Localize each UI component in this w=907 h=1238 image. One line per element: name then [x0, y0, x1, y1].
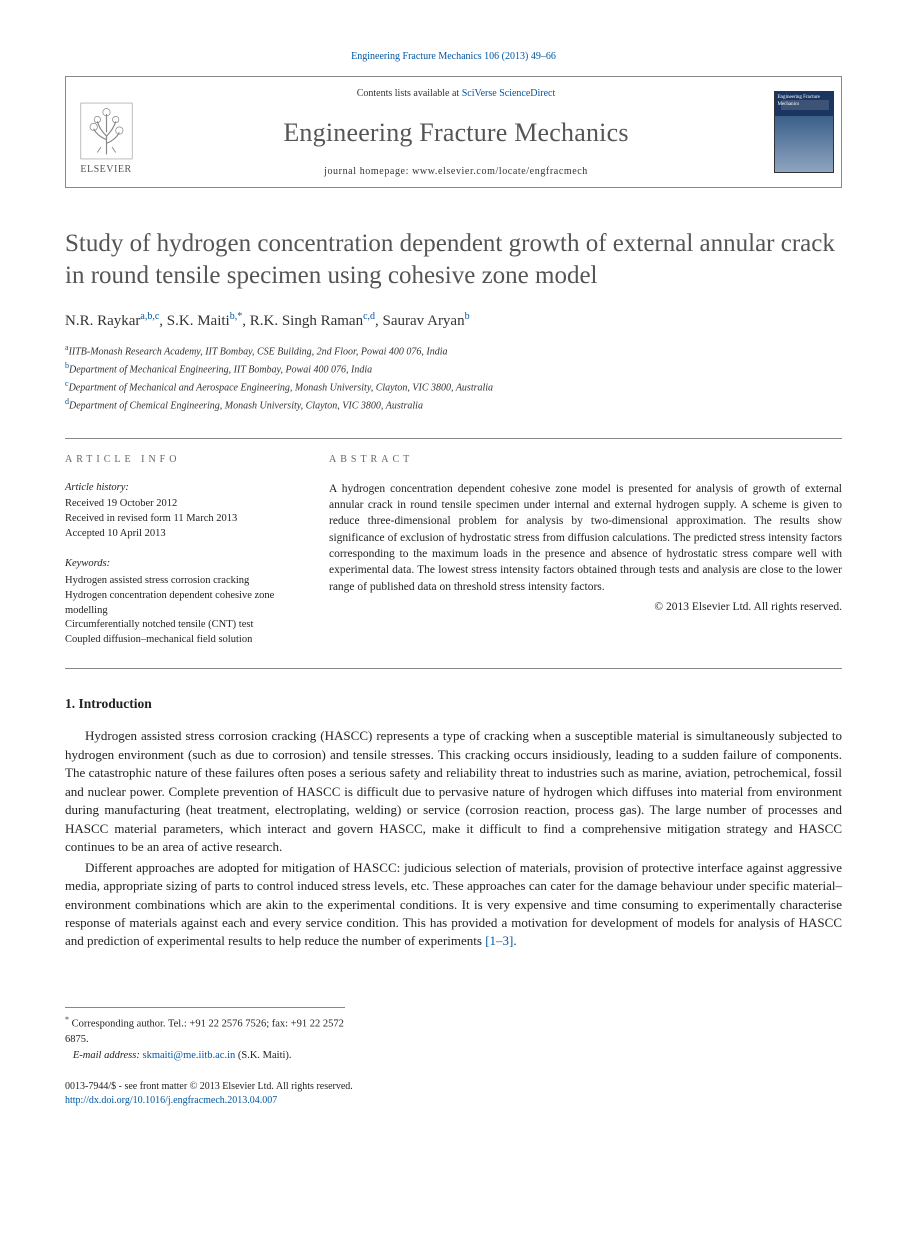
journal-cover-thumb: Engineering Fracture Mechanics	[774, 91, 834, 173]
author: N.R. Raykara,b,c	[65, 313, 159, 329]
email-owner: (S.K. Maiti).	[235, 1050, 291, 1061]
body-text: .	[513, 933, 516, 948]
aff-text: Department of Chemical Engineering, Mona…	[69, 400, 423, 411]
elsevier-tree-icon	[79, 101, 134, 161]
corresponding-author: * Corresponding author. Tel.: +91 22 257…	[65, 1014, 345, 1048]
doi-link[interactable]: http://dx.doi.org/10.1016/j.engfracmech.…	[65, 1095, 277, 1106]
section-heading: 1. Introduction	[65, 695, 842, 714]
affiliations: aIITB-Monash Research Academy, IIT Bomba…	[65, 342, 842, 413]
aff-text: Department of Mechanical Engineering, II…	[69, 365, 372, 376]
author: S.K. Maitib,*	[167, 313, 242, 329]
divider	[65, 438, 842, 439]
email-link[interactable]: skmaiti@me.iitb.ac.in	[142, 1050, 235, 1061]
author-sup: b,*	[230, 311, 243, 322]
keywords-label: Keywords:	[65, 557, 305, 572]
divider	[65, 668, 842, 669]
bottom-meta: 0013-7944/$ - see front matter © 2013 El…	[65, 1080, 842, 1109]
reference-link[interactable]: [1–3]	[485, 933, 513, 948]
email-line: E-mail address: skmaiti@me.iitb.ac.in (S…	[65, 1048, 345, 1064]
author-name: R.K. Singh Raman	[250, 313, 363, 329]
body-text: Different approaches are adopted for mit…	[65, 860, 842, 949]
article-title: Study of hydrogen concentration dependen…	[65, 228, 842, 292]
contents-available: Contents lists available at SciVerse Sci…	[156, 87, 756, 101]
history-line: Received in revised form 11 March 2013	[65, 512, 305, 527]
author-sup: b	[465, 311, 470, 322]
author-name: Saurav Aryan	[383, 313, 465, 329]
cover-label: Engineering Fracture Mechanics	[778, 94, 833, 108]
issn-line: 0013-7944/$ - see front matter © 2013 El…	[65, 1080, 842, 1095]
affiliation: aIITB-Monash Research Academy, IIT Bomba…	[65, 342, 842, 360]
corr-text: Corresponding author. Tel.: +91 22 2576 …	[65, 1018, 344, 1045]
author-name: S.K. Maiti	[167, 313, 230, 329]
contents-text: Contents lists available at	[357, 88, 462, 99]
body-paragraph: Hydrogen assisted stress corrosion crack…	[65, 727, 842, 856]
info-label: article info	[65, 453, 305, 467]
keyword: Coupled diffusion–mechanical field solut…	[65, 633, 305, 648]
abstract: abstract A hydrogen concentration depend…	[329, 453, 842, 648]
sciencedirect-link[interactable]: SciVerse ScienceDirect	[462, 88, 556, 99]
history-line: Received 19 October 2012	[65, 497, 305, 512]
journal-header: ELSEVIER Contents lists available at Sci…	[65, 76, 842, 188]
abstract-label: abstract	[329, 453, 842, 467]
top-citation: Engineering Fracture Mechanics 106 (2013…	[65, 50, 842, 64]
article-info: article info Article history: Received 1…	[65, 453, 305, 648]
history-line: Accepted 10 April 2013	[65, 527, 305, 542]
affiliation: bDepartment of Mechanical Engineering, I…	[65, 360, 842, 378]
abstract-copyright: © 2013 Elsevier Ltd. All rights reserved…	[329, 599, 842, 615]
email-label: E-mail address:	[73, 1050, 143, 1061]
author: Saurav Aryanb	[383, 313, 470, 329]
history-label: Article history:	[65, 481, 305, 496]
aff-text: IITB-Monash Research Academy, IIT Bombay…	[69, 347, 448, 358]
footnotes: * Corresponding author. Tel.: +91 22 257…	[65, 1007, 345, 1064]
affiliation: dDepartment of Chemical Engineering, Mon…	[65, 396, 842, 414]
author: R.K. Singh Ramanc,d	[250, 313, 375, 329]
journal-homepage: journal homepage: www.elsevier.com/locat…	[156, 165, 756, 179]
homepage-url[interactable]: www.elsevier.com/locate/engfracmech	[412, 166, 588, 177]
keyword: Hydrogen concentration dependent cohesiv…	[65, 589, 305, 618]
author-sup: c,d	[363, 311, 375, 322]
publisher-name: ELSEVIER	[80, 163, 131, 177]
journal-cover: Engineering Fracture Mechanics	[766, 77, 841, 187]
keyword: Circumferentially notched tensile (CNT) …	[65, 618, 305, 633]
keyword: Hydrogen assisted stress corrosion crack…	[65, 574, 305, 589]
body-paragraph: Different approaches are adopted for mit…	[65, 859, 842, 951]
elsevier-logo: ELSEVIER	[66, 77, 146, 187]
abstract-text: A hydrogen concentration dependent cohes…	[329, 481, 842, 595]
author-sup: a,b,c	[140, 311, 159, 322]
affiliation: cDepartment of Mechanical and Aerospace …	[65, 378, 842, 396]
journal-name: Engineering Fracture Mechanics	[156, 115, 756, 151]
aff-text: Department of Mechanical and Aerospace E…	[69, 382, 493, 393]
author-list: N.R. Raykara,b,c, S.K. Maitib,*, R.K. Si…	[65, 310, 842, 332]
homepage-label: journal homepage:	[324, 166, 412, 177]
author-name: N.R. Raykar	[65, 313, 140, 329]
